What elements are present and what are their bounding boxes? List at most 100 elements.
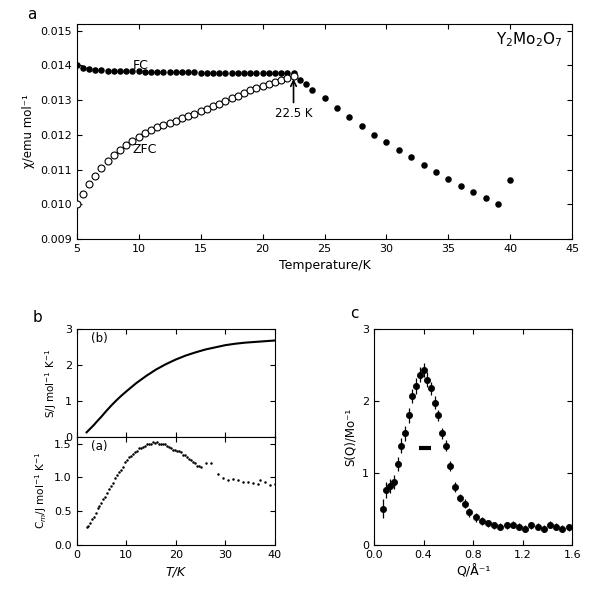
Point	[84, 65, 94, 74]
Point	[177, 67, 186, 77]
Y-axis label: C$_m$/J mol$^{-1}$ K$^{-1}$: C$_m$/J mol$^{-1}$ K$^{-1}$	[33, 452, 48, 529]
Point	[190, 458, 199, 468]
Point	[132, 446, 142, 455]
Point	[165, 118, 175, 127]
Point	[270, 480, 280, 489]
Point	[233, 475, 242, 485]
Point	[506, 175, 515, 185]
Point	[266, 480, 275, 490]
Point	[264, 79, 274, 88]
Point	[260, 477, 270, 486]
Point	[215, 99, 224, 108]
Point	[481, 193, 490, 202]
Point	[95, 501, 104, 510]
Point	[101, 492, 110, 501]
Point	[215, 68, 224, 78]
Text: 22.5 K: 22.5 K	[275, 107, 312, 120]
Point	[382, 138, 391, 147]
Point	[206, 458, 215, 468]
Point	[186, 455, 195, 465]
Point	[89, 512, 99, 522]
Point	[156, 439, 166, 449]
Point	[289, 68, 299, 78]
Point	[85, 518, 94, 527]
Point	[146, 67, 156, 76]
Point	[148, 437, 158, 446]
Point	[82, 523, 91, 532]
Text: a: a	[27, 7, 37, 21]
Point	[493, 199, 503, 208]
Point	[90, 65, 100, 75]
Point	[87, 514, 96, 523]
Point	[233, 68, 242, 78]
Point	[115, 66, 125, 76]
Point	[307, 85, 317, 94]
Point	[91, 509, 100, 518]
Point	[295, 75, 304, 85]
Point	[122, 140, 131, 150]
Point	[117, 465, 126, 475]
Point	[245, 68, 255, 78]
Point	[431, 168, 441, 177]
Point	[444, 175, 453, 184]
Point	[227, 68, 236, 78]
Point	[283, 68, 292, 78]
Point	[162, 441, 172, 451]
Text: FC: FC	[132, 59, 148, 72]
Point	[97, 66, 106, 75]
Point	[183, 111, 193, 120]
Point	[320, 94, 329, 103]
Point	[124, 452, 134, 462]
Point	[394, 146, 404, 155]
Point	[196, 107, 205, 116]
Point	[146, 439, 156, 449]
Point	[196, 462, 205, 472]
Point	[172, 446, 182, 456]
Point	[258, 68, 267, 78]
Point	[152, 123, 162, 132]
Point	[419, 160, 428, 170]
Point	[245, 86, 255, 95]
Point	[168, 445, 178, 455]
Point	[369, 130, 379, 140]
Point	[72, 60, 81, 70]
Point	[115, 145, 125, 155]
Point	[72, 200, 81, 209]
Point	[97, 498, 106, 508]
Point	[166, 443, 176, 453]
X-axis label: Q/Å⁻¹: Q/Å⁻¹	[456, 565, 490, 578]
Point	[238, 477, 247, 487]
Point	[190, 67, 199, 77]
Point	[276, 68, 286, 78]
Point	[135, 443, 144, 453]
Point	[114, 467, 124, 477]
Point	[160, 439, 170, 449]
Point	[176, 448, 185, 457]
Point	[120, 458, 130, 467]
Point	[127, 136, 137, 146]
Point	[134, 66, 143, 76]
Point	[164, 442, 173, 452]
Point	[221, 68, 230, 78]
Point	[202, 104, 212, 114]
Point	[139, 442, 148, 451]
Point	[113, 471, 122, 480]
Point	[170, 446, 179, 455]
Point	[93, 504, 102, 513]
Point	[152, 67, 162, 76]
Point	[104, 484, 114, 493]
Point	[171, 67, 181, 77]
Point	[233, 91, 242, 100]
Y-axis label: χ/emu mol⁻¹: χ/emu mol⁻¹	[21, 94, 35, 168]
Point	[213, 469, 222, 479]
Point	[202, 68, 212, 78]
Point	[184, 454, 194, 464]
Point	[251, 68, 261, 78]
Point	[276, 75, 286, 85]
Point	[468, 187, 478, 197]
Point	[180, 450, 189, 459]
Point	[208, 102, 218, 111]
Point	[289, 72, 299, 81]
Point	[270, 77, 280, 86]
Point	[109, 150, 119, 160]
